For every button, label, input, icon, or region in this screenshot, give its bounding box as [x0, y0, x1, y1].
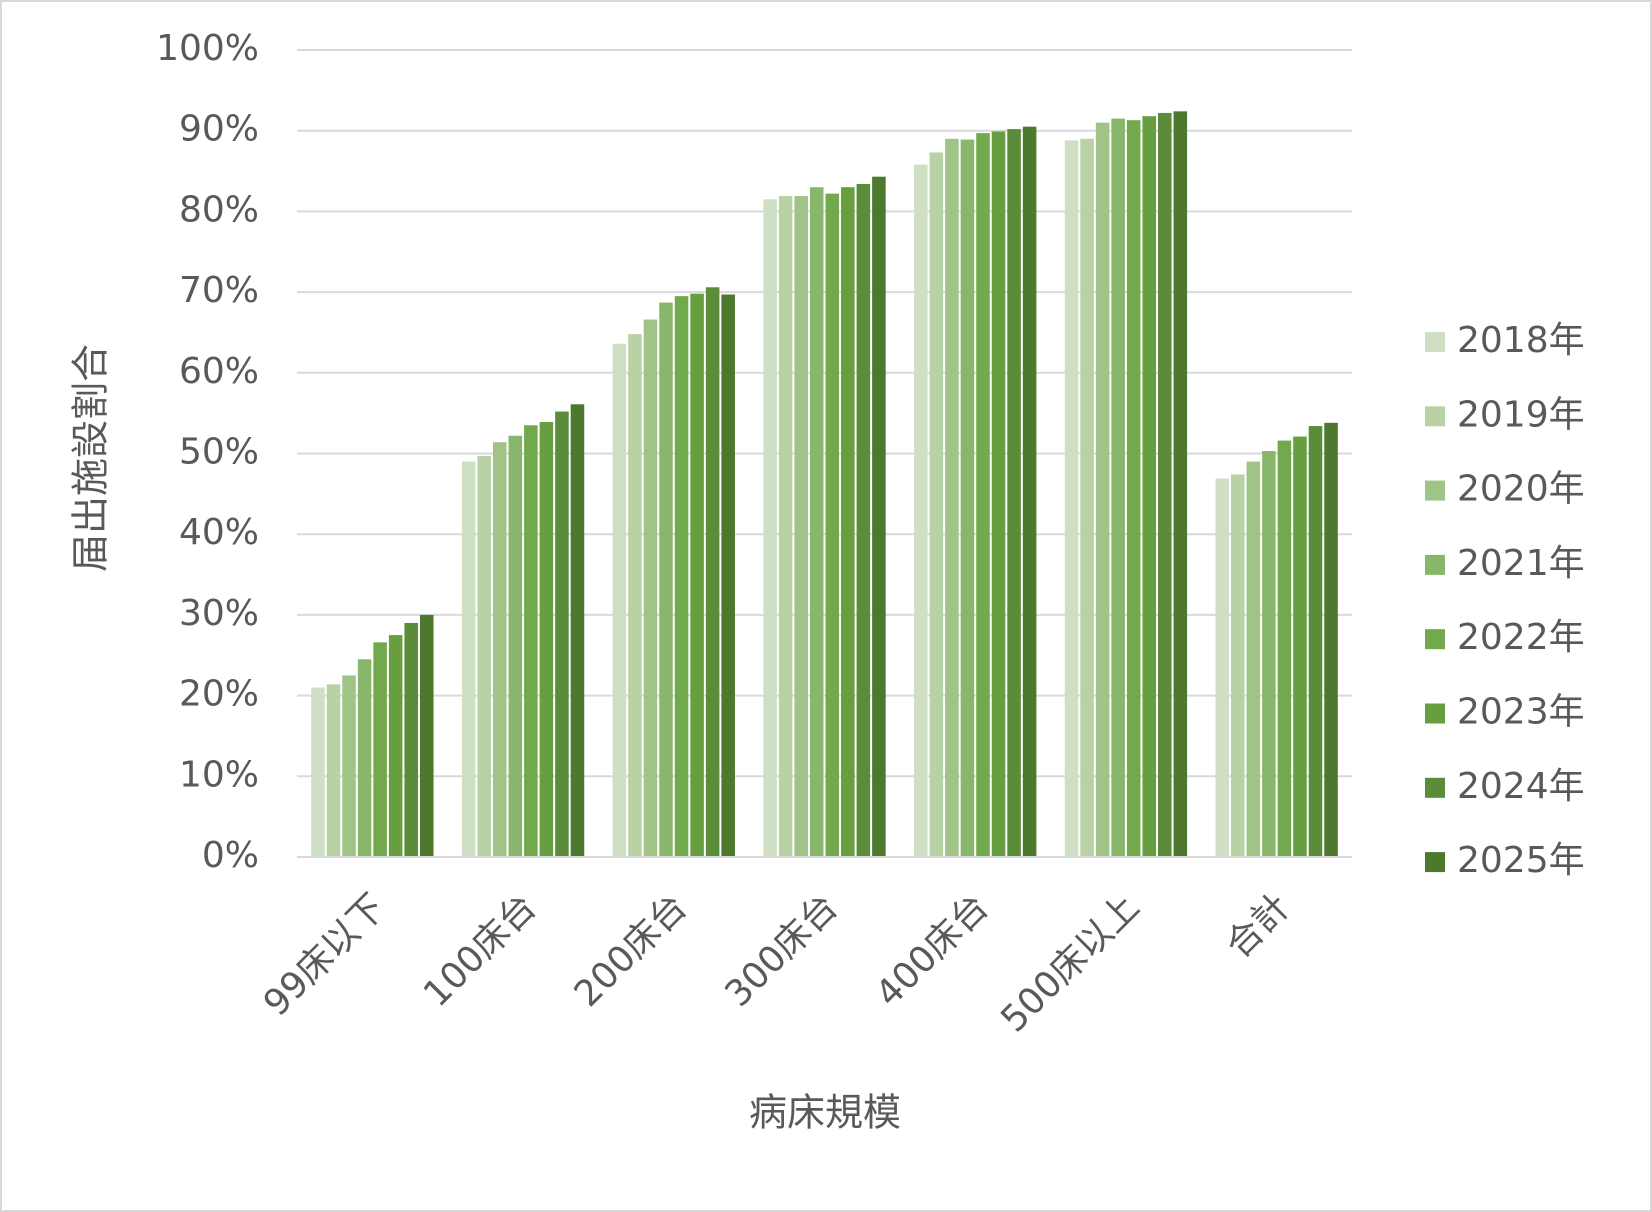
bar: [1007, 129, 1021, 857]
bar: [690, 293, 704, 857]
bar: [856, 183, 871, 857]
y-tick-label: 70%: [179, 270, 259, 311]
bar: [612, 343, 627, 857]
bar: [388, 635, 403, 857]
bar: [1158, 112, 1172, 858]
legend-swatch: [1425, 554, 1445, 575]
y-tick-label: 10%: [179, 754, 259, 795]
bar: [1111, 118, 1125, 858]
bar: [1308, 426, 1323, 857]
bar: [461, 461, 476, 857]
legend-label: 2018年: [1457, 320, 1585, 361]
bar: [539, 422, 554, 857]
bar: [524, 425, 538, 857]
bar: [763, 199, 777, 858]
bar: [1080, 138, 1094, 857]
bar: [945, 138, 959, 857]
bar: [872, 176, 886, 858]
bar: [373, 642, 387, 857]
y-axis-title: 届出施設割合: [69, 344, 113, 572]
bar: [1262, 451, 1276, 857]
legend-swatch: [1425, 777, 1445, 798]
bar: [1215, 478, 1230, 857]
bar: [643, 319, 658, 858]
bar: [778, 196, 793, 857]
y-tick-label: 0%: [202, 835, 259, 876]
x-axis-title: 病床規模: [749, 1091, 901, 1135]
bar: [570, 404, 585, 857]
bar: [960, 139, 975, 857]
bar: [1293, 436, 1307, 857]
bar: [628, 334, 642, 858]
bar: [976, 133, 990, 858]
bar: [794, 196, 808, 857]
legend-label: 2019年: [1457, 394, 1585, 435]
bar: [1231, 474, 1245, 857]
legend-swatch: [1425, 480, 1445, 501]
bar: [555, 411, 569, 857]
bar: [659, 302, 673, 857]
legend-swatch: [1425, 406, 1445, 427]
y-tick-label: 80%: [179, 189, 259, 230]
legend-label: 2023年: [1457, 692, 1585, 733]
bar: [419, 614, 434, 857]
bar: [991, 131, 1006, 857]
y-tick-label: 50%: [179, 432, 259, 473]
y-tick-label: 90%: [179, 109, 259, 150]
y-tick-label: 60%: [179, 351, 259, 392]
bar: [492, 442, 507, 857]
bar: [326, 684, 341, 857]
legend-label: 2025年: [1457, 840, 1585, 881]
legend-label: 2022年: [1457, 617, 1585, 658]
bar: [1064, 140, 1079, 857]
bar: [342, 675, 356, 857]
y-tick-label: 40%: [179, 512, 259, 553]
legend-label: 2021年: [1457, 543, 1585, 584]
legend-label: 2020年: [1457, 469, 1585, 510]
bar: [1324, 422, 1338, 857]
bar: [809, 187, 824, 857]
bar: [1173, 111, 1188, 857]
bar: [1126, 120, 1141, 858]
bar: [404, 622, 418, 857]
bar: [929, 152, 944, 857]
legend-swatch: [1425, 703, 1445, 724]
legend-label: 2024年: [1457, 766, 1585, 807]
legend-swatch: [1425, 332, 1445, 352]
bar: [357, 659, 372, 857]
bar: [705, 287, 720, 857]
y-tick-label: 30%: [179, 593, 259, 634]
bar: [674, 296, 689, 857]
bar: [1142, 116, 1157, 857]
y-tick-label: 100%: [156, 28, 259, 69]
bar: [1095, 122, 1110, 857]
bar: [311, 687, 325, 857]
bar: [1246, 461, 1261, 857]
bar: [914, 164, 928, 857]
bar: [1022, 126, 1037, 858]
bar: [508, 435, 523, 857]
bar: [841, 187, 855, 857]
legend-swatch: [1425, 852, 1445, 873]
bar: [1277, 440, 1292, 857]
bar: [825, 193, 840, 857]
bar: [477, 455, 491, 857]
bar: [721, 294, 735, 857]
y-tick-label: 20%: [179, 674, 259, 715]
legend-swatch: [1425, 629, 1445, 650]
